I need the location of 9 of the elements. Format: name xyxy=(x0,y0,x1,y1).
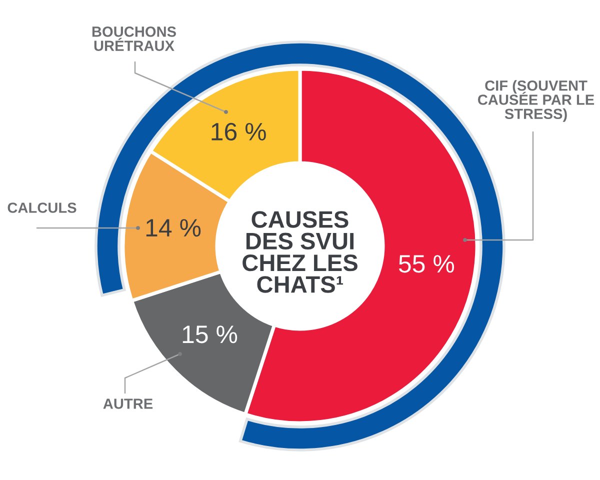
slice-label: BOUCHONS URÉTRAUX xyxy=(92,26,176,51)
data-label: 15 % xyxy=(182,326,238,344)
data-label: 55 % xyxy=(398,255,454,273)
slice-label: AUTRE xyxy=(103,398,153,409)
data-label: 14 % xyxy=(146,219,201,237)
slice-label: CALCULS xyxy=(8,202,76,213)
slice-label: CIF (SOUVENT CAUSÉE PAR LE STRESS) xyxy=(478,80,594,122)
text: CAUSES DES SVUI CHEZ LES CHATS¹ xyxy=(242,211,358,293)
data-label: 16 % xyxy=(212,122,266,141)
